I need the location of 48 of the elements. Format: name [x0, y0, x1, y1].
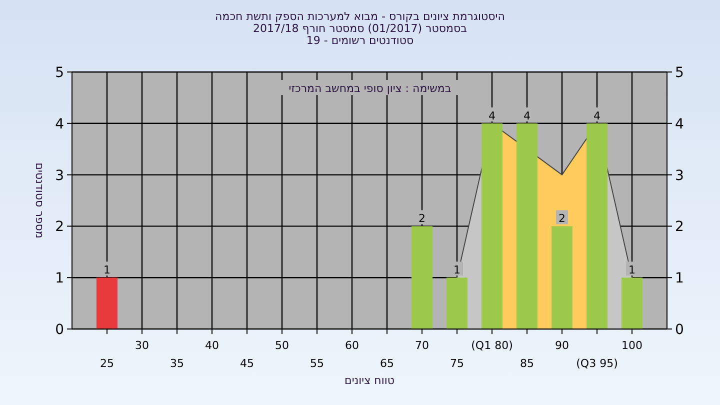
data-label: 2 — [558, 212, 566, 226]
y-axis-title: מספר סטודנטים — [33, 162, 46, 238]
bar — [482, 123, 502, 329]
chart-subtitle: בסמסטר (01/2017) סמסטר חורף 2017/18 סטודנטים רשומים - 19 — [253, 22, 467, 47]
x-tick-label: 30 — [135, 339, 149, 352]
data-label: 4 — [488, 109, 496, 122]
bar — [552, 226, 572, 329]
x-tick-label: 25 — [100, 357, 114, 370]
x-tick-label: 50 — [275, 339, 289, 352]
x-tick-label: (Q3 95) — [576, 357, 618, 370]
y2-tick-label: 2 — [675, 219, 684, 236]
data-label: 2 — [418, 212, 426, 226]
x-tick-label: 35 — [170, 357, 184, 370]
y2-tick-label: 1 — [675, 270, 684, 287]
annotation: במשימה : ציון סופי במחשב המרכזי — [288, 82, 452, 95]
x-tick-label: 100 — [622, 339, 642, 352]
x-tick-label: 60 — [345, 339, 359, 352]
x-tick-label: 45 — [240, 357, 254, 370]
x-tick-label: (Q1 80) — [471, 339, 513, 352]
bar — [412, 226, 432, 329]
x-tick-label: 75 — [450, 357, 464, 370]
data-label: 1 — [104, 264, 110, 277]
x-tick-label: 65 — [380, 357, 394, 370]
x-tick-label: 40 — [205, 339, 219, 352]
x-tick-label: 55 — [310, 357, 324, 370]
x-axis-title: טווח ציונים — [344, 374, 394, 387]
y-tick-label: 2 — [55, 219, 64, 236]
y-tick-label: 5 — [55, 65, 64, 81]
y2-tick-label: 5 — [675, 65, 684, 81]
chart-title: היסטוגרמת ציונים בקורס - מבוא למערכות הספק ותשת חכמה — [215, 10, 505, 23]
y-tick-label: 3 — [55, 168, 64, 184]
y2-tick-label: 4 — [675, 116, 684, 132]
y2-tick-label: 0 — [675, 322, 684, 338]
x-tick-label: 70 — [415, 339, 429, 352]
y-tick-label: 0 — [55, 322, 64, 338]
data-label: 4 — [594, 109, 600, 122]
y-tick-label: 1 — [55, 270, 64, 287]
bar — [96, 278, 118, 329]
data-label: 1 — [628, 264, 636, 277]
data-label: 4 — [524, 109, 530, 122]
data-label: 1 — [454, 264, 460, 277]
x-tick-label: 90 — [555, 339, 569, 352]
bar — [516, 123, 538, 329]
y2-tick-label: 3 — [675, 168, 684, 184]
y-tick-label: 4 — [55, 116, 64, 132]
bar — [446, 278, 468, 329]
bar — [622, 278, 642, 329]
x-tick-label: 85 — [520, 357, 534, 370]
